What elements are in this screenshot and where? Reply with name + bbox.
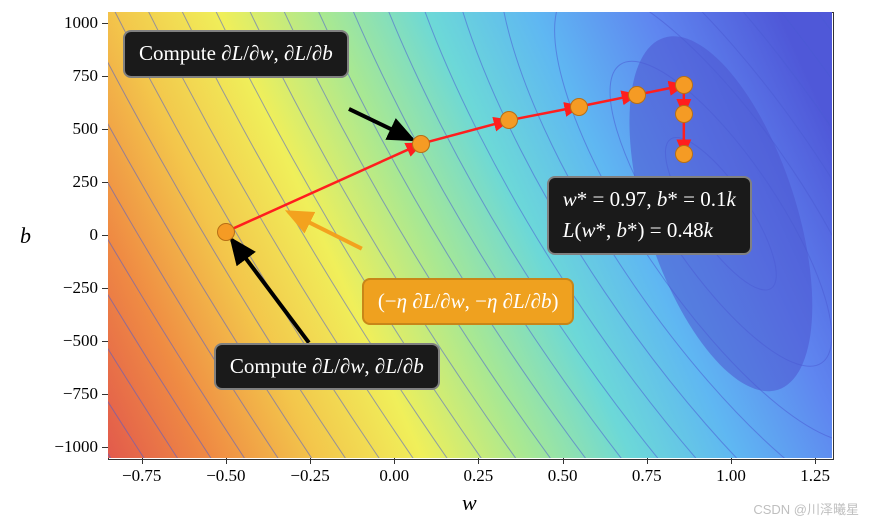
y-tick	[102, 341, 108, 342]
anno-bottom: Compute ∂L/∂w, ∂L/∂b	[214, 343, 440, 391]
x-axis-label: w	[462, 490, 477, 516]
y-tick	[102, 447, 108, 448]
x-tick-label: −0.25	[290, 466, 329, 486]
x-tick-label: −0.50	[206, 466, 245, 486]
x-tick	[310, 458, 311, 464]
x-tick	[563, 458, 564, 464]
y-tick-label: 500	[46, 119, 98, 139]
x-tick-label: 0.50	[548, 466, 578, 486]
x-tick-label: 0.00	[379, 466, 409, 486]
y-tick-label: −250	[46, 278, 98, 298]
y-tick	[102, 182, 108, 183]
x-tick	[731, 458, 732, 464]
path-point	[570, 98, 588, 116]
y-axis-label: b	[20, 223, 31, 249]
x-tick-label: 0.25	[464, 466, 494, 486]
path-point	[675, 76, 693, 94]
y-tick-label: 750	[46, 66, 98, 86]
x-tick-label: 1.25	[800, 466, 830, 486]
x-tick-label: 0.75	[632, 466, 662, 486]
watermark: CSDN @川泽曦星	[753, 499, 859, 518]
x-tick-label: −0.75	[122, 466, 161, 486]
path-point	[628, 86, 646, 104]
path-point	[217, 223, 235, 241]
x-tick	[478, 458, 479, 464]
y-tick-label: 1000	[46, 13, 98, 33]
x-tick	[647, 458, 648, 464]
x-tick	[142, 458, 143, 464]
path-point	[500, 111, 518, 129]
y-tick-label: 250	[46, 172, 98, 192]
x-tick	[815, 458, 816, 464]
y-tick	[102, 394, 108, 395]
anno-result: w* = 0.97, b* = 0.1kL(w*, b*) = 0.48k	[547, 176, 752, 255]
y-tick-label: −750	[46, 384, 98, 404]
y-tick	[102, 288, 108, 289]
path-point	[412, 135, 430, 153]
y-tick	[102, 129, 108, 130]
path-point	[675, 105, 693, 123]
y-tick	[102, 76, 108, 77]
y-tick	[102, 235, 108, 236]
x-tick	[394, 458, 395, 464]
y-tick	[102, 23, 108, 24]
y-tick-label: −1000	[46, 437, 98, 457]
anno-eta: (−η ∂L/∂w, −η ∂L/∂b)	[362, 278, 575, 326]
path-point	[675, 145, 693, 163]
anno-top: Compute ∂L/∂w, ∂L/∂b	[123, 30, 349, 78]
x-tick-label: 1.00	[716, 466, 746, 486]
x-tick	[226, 458, 227, 464]
y-tick-label: 0	[46, 225, 98, 245]
y-tick-label: −500	[46, 331, 98, 351]
